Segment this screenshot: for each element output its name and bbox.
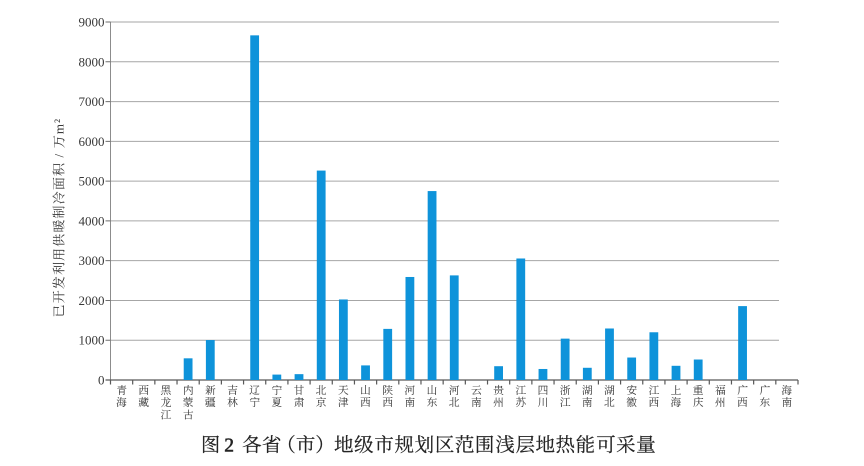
svg-text:山东: 山东 (427, 384, 438, 409)
svg-text:河北: 河北 (449, 385, 460, 409)
svg-text:山西: 山西 (360, 384, 371, 409)
svg-text:2000: 2000 (79, 293, 105, 308)
svg-text:5000: 5000 (79, 174, 105, 189)
svg-text:青海: 青海 (116, 385, 127, 409)
svg-text:地级市规划区范围浅层地热能可采量: 地级市规划区范围浅层地热能可采量 (334, 434, 656, 457)
svg-text:1000: 1000 (79, 333, 105, 348)
svg-text:福州: 福州 (715, 384, 726, 409)
svg-text:宁夏: 宁夏 (271, 384, 282, 409)
svg-text:江苏: 江苏 (515, 385, 526, 409)
svg-text:天津: 天津 (338, 385, 349, 409)
svg-text:陕西: 陕西 (382, 384, 393, 409)
svg-text:新疆: 新疆 (205, 384, 217, 409)
svg-text:（市）: （市） (276, 434, 335, 457)
svg-text:湖北: 湖北 (604, 385, 615, 409)
svg-text:9000: 9000 (79, 15, 105, 30)
svg-text:各省: 各省 (242, 434, 281, 457)
svg-text:贵州: 贵州 (493, 384, 504, 409)
svg-text:图: 图 (201, 434, 221, 457)
svg-text:安徽: 安徽 (626, 384, 637, 409)
svg-text:8000: 8000 (79, 54, 105, 69)
svg-text:重庆: 重庆 (693, 384, 704, 409)
svg-text:4000: 4000 (79, 213, 105, 228)
svg-text:0: 0 (98, 373, 105, 388)
svg-text:云南: 云南 (471, 385, 482, 409)
svg-text:江西: 江西 (648, 385, 659, 409)
svg-text:浙江: 浙江 (560, 384, 571, 409)
svg-text:6000: 6000 (79, 134, 105, 149)
svg-text:西藏: 西藏 (138, 384, 149, 409)
svg-text:广西: 广西 (737, 384, 748, 409)
svg-text:湖南: 湖南 (582, 385, 593, 409)
svg-text:黑龙江: 黑龙江 (161, 385, 172, 421)
svg-text:7000: 7000 (79, 94, 105, 109)
svg-text:四川: 四川 (538, 385, 549, 409)
svg-text:上海: 上海 (671, 385, 682, 409)
svg-text:内蒙古: 内蒙古 (183, 385, 194, 421)
svg-text:2: 2 (224, 434, 234, 457)
svg-text:吉林: 吉林 (227, 384, 238, 409)
svg-text:河南: 河南 (405, 385, 416, 409)
svg-text:甘肃: 甘肃 (294, 384, 305, 409)
svg-text:广东: 广东 (759, 384, 770, 409)
svg-text:北京: 北京 (316, 385, 327, 409)
svg-text:3000: 3000 (79, 253, 105, 268)
svg-text:海南: 海南 (782, 384, 793, 409)
svg-text:已开发利用供暖制冷面积 / 万m²: 已开发利用供暖制冷面积 / 万m² (52, 118, 67, 318)
svg-text:辽宁: 辽宁 (249, 385, 260, 409)
